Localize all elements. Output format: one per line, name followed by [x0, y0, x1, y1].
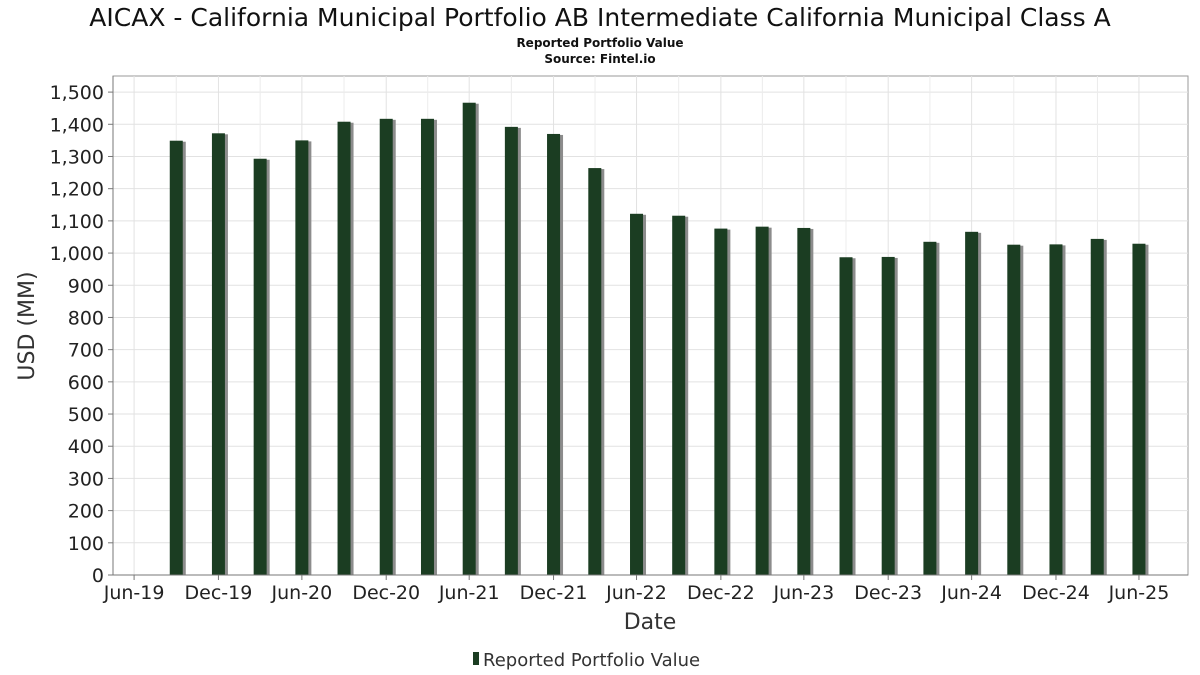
plot-area	[112, 75, 1189, 576]
legend-label: Reported Portfolio Value	[483, 650, 700, 671]
x-tick-label: Jun-21	[438, 582, 500, 604]
y-tick-label: 700	[68, 340, 104, 362]
y-axis-ticks: 0 100 200 300 400 500 600 700 800 900 1,000 1,100 1,…	[50, 82, 113, 587]
y-tick-label: 1,000	[50, 243, 104, 265]
x-tick-label: Jun-24	[940, 582, 1002, 604]
bars	[169, 102, 1149, 576]
y-tick-label: 400	[68, 436, 104, 458]
y-tick-label: 600	[68, 372, 104, 394]
bar	[379, 118, 393, 576]
bar	[504, 126, 518, 575]
x-tick-label: Dec-19	[185, 582, 253, 604]
chart-title: AICAX - California Municipal Portfolio A…	[89, 3, 1111, 32]
bar	[337, 121, 351, 575]
x-tick-label: Jun-23	[772, 582, 834, 604]
bar	[672, 215, 686, 575]
chart-source: Source: Fintel.io	[544, 52, 656, 66]
bar	[420, 118, 434, 576]
bar	[169, 140, 183, 575]
bar	[588, 168, 602, 575]
y-tick-label: 1,500	[50, 82, 104, 104]
x-tick-label: Jun-25	[1108, 582, 1170, 604]
bar	[714, 228, 728, 575]
x-tick-label: Dec-22	[687, 582, 755, 604]
legend: Reported Portfolio Value	[473, 650, 700, 671]
bar	[797, 227, 811, 575]
bar	[253, 158, 267, 575]
bar	[839, 257, 853, 575]
x-tick-label: Dec-20	[352, 582, 420, 604]
bar	[755, 226, 769, 575]
chart-subtitle: Reported Portfolio Value	[516, 36, 684, 50]
bar	[1090, 238, 1104, 575]
y-tick-label: 0	[92, 565, 104, 587]
bar	[1007, 244, 1021, 575]
y-tick-label: 800	[68, 307, 104, 329]
x-tick-label: Jun-22	[605, 582, 667, 604]
y-tick-label: 1,200	[50, 179, 104, 201]
bar	[211, 133, 225, 576]
y-tick-label: 200	[68, 501, 104, 523]
bar	[295, 140, 309, 576]
bar	[923, 241, 937, 576]
x-tick-label: Dec-23	[854, 582, 922, 604]
y-tick-label: 100	[68, 533, 104, 555]
bar	[462, 102, 476, 575]
x-tick-label: Jun-19	[103, 582, 165, 604]
y-axis-title: USD (MM)	[15, 271, 40, 380]
x-tick-label: Dec-21	[520, 582, 588, 604]
y-tick-label: 300	[68, 468, 104, 490]
y-tick-label: 900	[68, 275, 104, 297]
bar	[1049, 244, 1063, 575]
bar	[1132, 243, 1146, 575]
y-tick-label: 1,400	[50, 114, 104, 136]
x-axis-title: Date	[624, 610, 677, 635]
y-tick-label: 1,100	[50, 211, 104, 233]
bar	[881, 256, 895, 575]
y-tick-label: 1,300	[50, 146, 104, 168]
bar	[630, 213, 644, 575]
bar	[965, 231, 979, 575]
y-tick-label: 500	[68, 404, 104, 426]
legend-swatch	[473, 652, 479, 665]
x-tick-label: Jun-20	[271, 582, 333, 604]
x-axis-ticks: Jun-19 Dec-19 Jun-20 Dec-20 Jun-21 Dec-21 Jun-…	[103, 575, 1170, 604]
x-tick-label: Dec-24	[1022, 582, 1090, 604]
bar	[547, 133, 561, 576]
